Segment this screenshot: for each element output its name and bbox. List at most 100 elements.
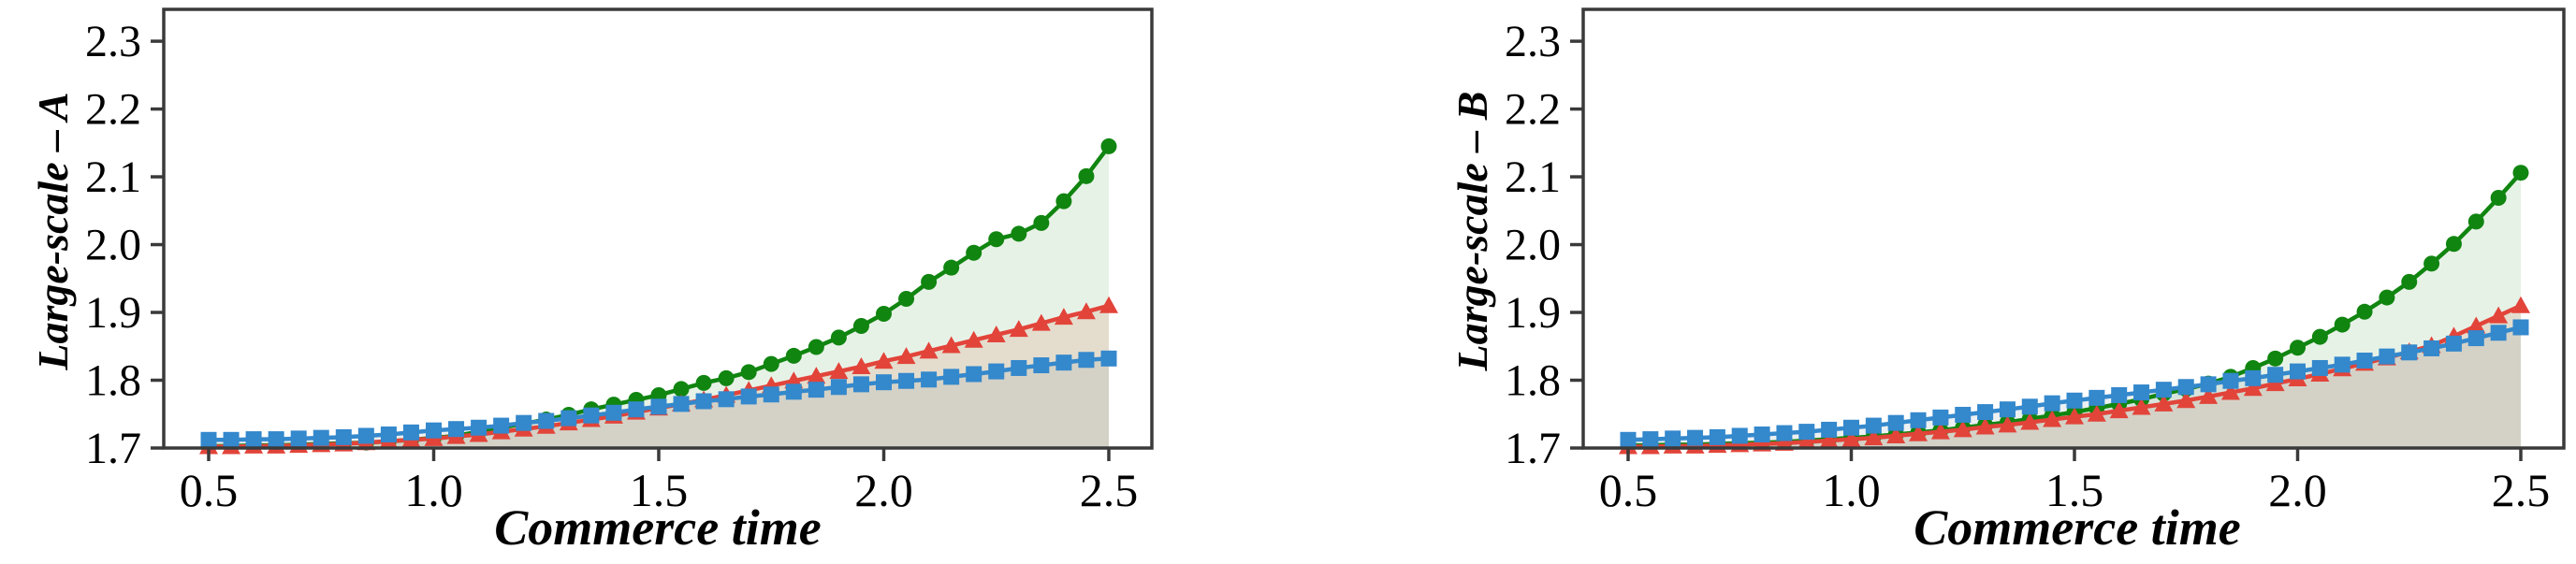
- triangle-marker: [1819, 431, 1839, 449]
- square-marker: [357, 427, 374, 444]
- square-marker: [876, 374, 892, 391]
- square-marker: [1910, 412, 1927, 428]
- square-marker: [1776, 425, 1793, 441]
- circle-marker: [2467, 213, 2484, 230]
- square-marker: [852, 376, 869, 393]
- square-marker: [1843, 419, 1859, 436]
- square-marker: [695, 393, 712, 410]
- chart-B-plot: 0.5 1.0 1.5 2.0 2.5 1.7 1.8 1.9 2.0 2.1 2.2 2.3: [1505, 7, 2566, 516]
- area-fill-blue-square: [209, 358, 1109, 448]
- triangle-marker: [2043, 410, 2062, 427]
- square-marker: [1665, 430, 1681, 447]
- square-marker: [538, 412, 555, 429]
- area-fill-red-triangle: [209, 305, 1109, 448]
- square-marker: [2334, 356, 2350, 373]
- square-marker: [1731, 427, 1748, 444]
- triangle-marker: [1909, 424, 1928, 441]
- series-blue-square: [200, 350, 1117, 448]
- square-marker: [380, 427, 397, 443]
- triangle-marker: [2065, 407, 2084, 425]
- circle-marker: [763, 355, 779, 372]
- square-marker: [1821, 421, 1838, 438]
- square-marker: [2356, 352, 2373, 369]
- square-marker: [313, 429, 329, 446]
- triangle-marker: [1054, 308, 1073, 325]
- square-marker: [1865, 417, 1882, 434]
- square-marker: [605, 404, 622, 421]
- square-marker: [966, 366, 982, 383]
- x-tick-label: 2.5: [1080, 464, 1139, 516]
- area-fill-green-circle: [209, 146, 1109, 449]
- square-marker: [1977, 404, 1994, 421]
- square-marker: [2200, 376, 2217, 393]
- square-marker: [448, 421, 465, 438]
- series-blue-square: [1620, 319, 2529, 448]
- triangle-marker: [2511, 296, 2530, 313]
- square-marker: [1955, 406, 1972, 423]
- circle-marker: [2356, 303, 2373, 320]
- square-marker: [628, 401, 645, 418]
- triangle-marker: [1841, 429, 1861, 447]
- triangle-marker: [851, 357, 871, 375]
- triangle-marker: [2154, 394, 2174, 412]
- square-marker: [335, 428, 352, 445]
- x-tick-label: 1.0: [1822, 464, 1881, 516]
- circle-marker: [1011, 225, 1027, 242]
- circle-marker: [2311, 328, 2328, 345]
- square-marker: [898, 372, 915, 389]
- square-marker: [1887, 414, 1904, 431]
- triangle-marker: [874, 352, 894, 369]
- y-tick-label: 2.2: [85, 85, 141, 135]
- square-marker: [1999, 401, 2016, 418]
- triangle-marker: [2020, 412, 2040, 430]
- y-tick-label: 1.7: [85, 424, 141, 473]
- triangle-marker: [829, 362, 849, 380]
- square-marker: [2267, 367, 2284, 383]
- square-marker: [2311, 359, 2328, 376]
- square-marker: [245, 431, 262, 448]
- triangle-marker: [986, 325, 1006, 342]
- circle-marker: [785, 347, 802, 364]
- square-marker: [2245, 369, 2262, 386]
- square-marker: [2021, 398, 2038, 415]
- triangle-marker: [2220, 383, 2240, 400]
- square-marker: [1932, 409, 1949, 426]
- triangle-marker: [2199, 386, 2219, 404]
- circle-marker: [898, 291, 915, 308]
- circle-marker: [1100, 137, 1117, 154]
- x-tick-label: 2.0: [854, 464, 913, 516]
- square-marker: [493, 417, 510, 434]
- square-marker: [1620, 431, 1637, 448]
- square-marker: [2155, 382, 2172, 398]
- square-marker: [2111, 386, 2128, 403]
- square-marker: [2290, 363, 2306, 380]
- triangle-marker: [1953, 420, 1972, 438]
- circle-marker: [830, 329, 847, 346]
- square-marker: [943, 369, 960, 385]
- square-marker: [2423, 340, 2440, 356]
- square-marker: [921, 371, 938, 388]
- square-marker: [2512, 319, 2529, 336]
- square-marker: [1033, 357, 1050, 374]
- y-tick-label: 1.9: [85, 288, 141, 338]
- circle-marker: [852, 318, 869, 335]
- square-marker: [471, 419, 488, 436]
- y-tick-label: 2.3: [85, 17, 141, 66]
- area-fill-blue-square: [1628, 326, 2521, 448]
- x-tick-label: 1.5: [630, 464, 689, 516]
- square-marker: [1055, 354, 1072, 371]
- circle-marker: [2290, 340, 2306, 356]
- triangle-marker: [1975, 417, 1995, 435]
- triangle-marker: [2243, 379, 2263, 397]
- square-marker: [516, 414, 532, 431]
- square-marker: [1078, 352, 1095, 369]
- square-marker: [2177, 379, 2194, 396]
- triangle-marker: [964, 330, 983, 348]
- circle-marker: [2512, 165, 2529, 181]
- triangle-marker: [1998, 415, 2017, 433]
- square-marker: [290, 430, 307, 447]
- square-marker: [402, 424, 419, 441]
- circle-marker: [808, 339, 824, 355]
- square-marker: [1687, 429, 1704, 446]
- chart-A-xlabel: Commerce time: [494, 499, 821, 556]
